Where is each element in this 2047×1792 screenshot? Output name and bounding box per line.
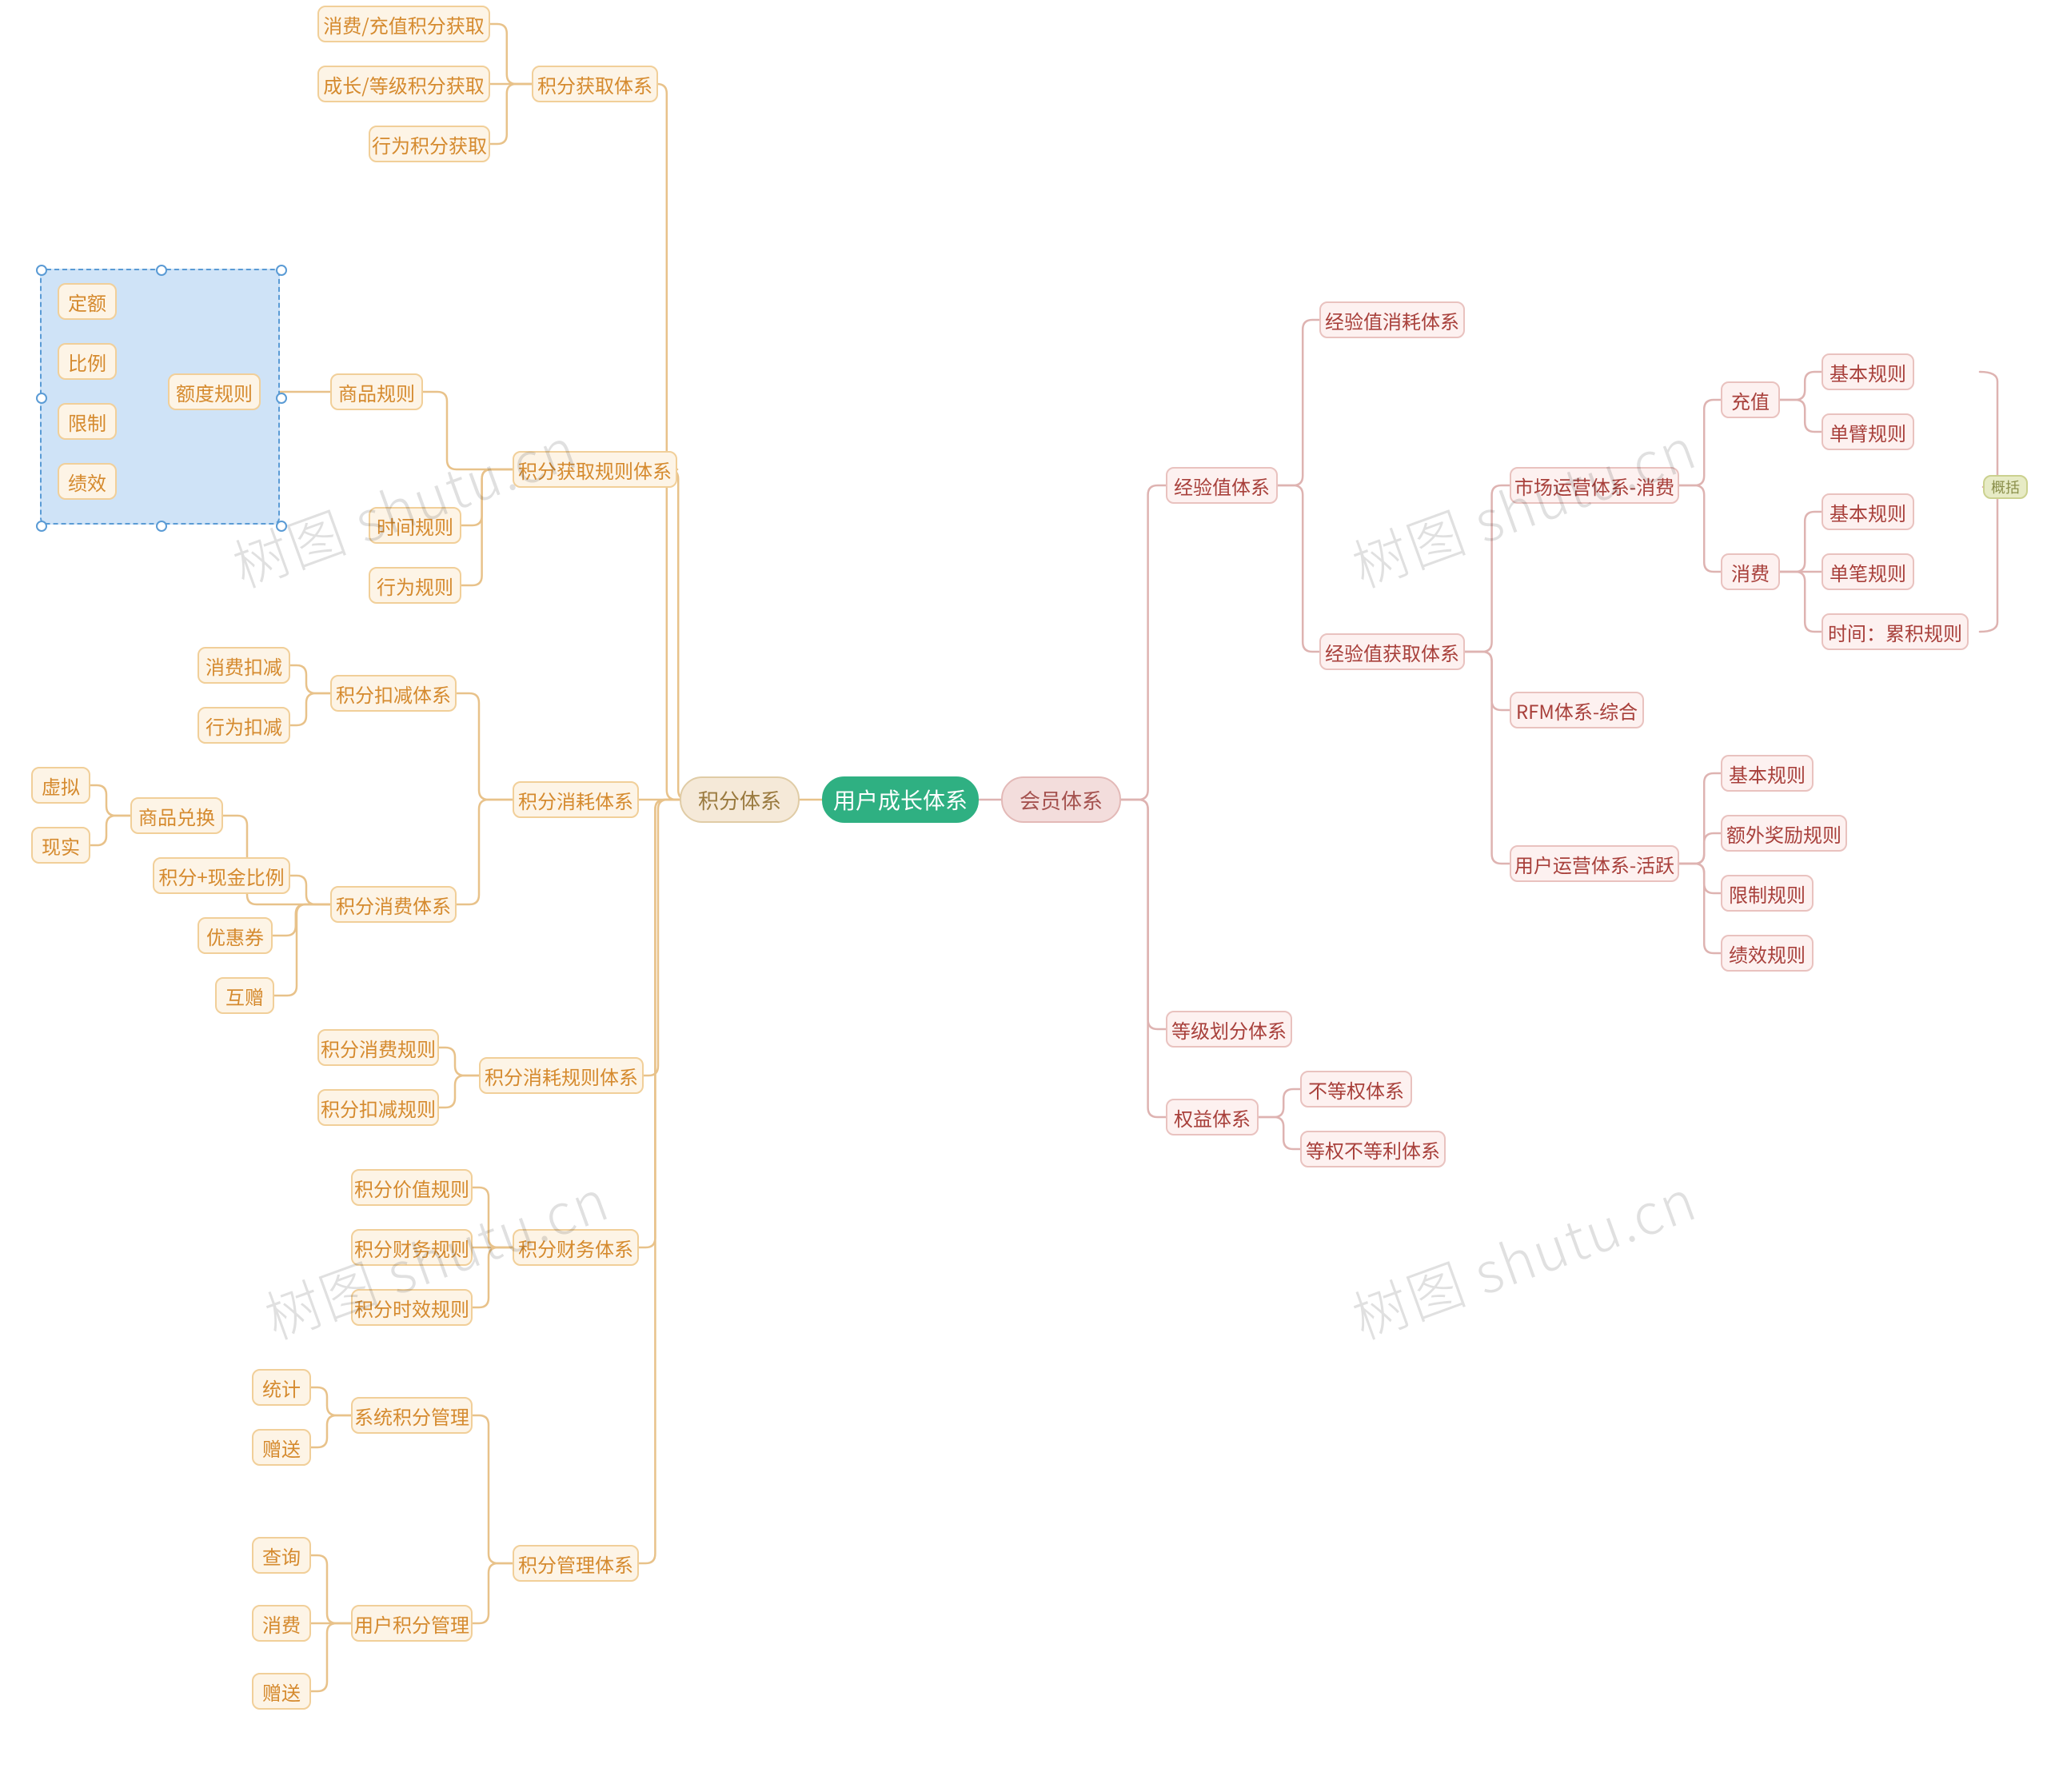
node-p_ar_goods[interactable]: 商品规则	[330, 373, 423, 410]
node-m_exp_cons[interactable]: 经验值消耗体系	[1319, 301, 1465, 338]
node-p_ar_q4[interactable]: 绩效	[58, 463, 117, 500]
node-p_ded_1[interactable]: 消费扣减	[198, 647, 290, 684]
node-p_finance[interactable]: 积分财务体系	[513, 1229, 639, 1266]
node-p_sp_goods[interactable]: 商品兑换	[130, 797, 223, 834]
node-m_r_1[interactable]: 不等权体系	[1300, 1071, 1412, 1108]
node-m_r_2[interactable]: 等权不等利体系	[1300, 1131, 1446, 1167]
node-root[interactable]: 用户成长体系	[822, 776, 979, 823]
node-p_mg_u2[interactable]: 消费	[252, 1605, 311, 1642]
node-p_sp_coup[interactable]: 优惠券	[198, 917, 273, 954]
node-p_acq_2[interactable]: 成长/等级积分获取	[317, 66, 490, 102]
node-p_cons_rule[interactable]: 积分消耗规则体系	[479, 1057, 644, 1094]
node-m_xf_1[interactable]: 基本规则	[1822, 493, 1914, 530]
node-m_exp[interactable]: 经验值体系	[1166, 467, 1278, 504]
node-m_xf_3[interactable]: 时间：累积规则	[1822, 613, 1969, 650]
node-p_mg_u3[interactable]: 赠送	[252, 1673, 311, 1710]
node-p_mg_s1[interactable]: 统计	[252, 1369, 311, 1406]
node-p_ar_time[interactable]: 时间规则	[369, 507, 461, 544]
node-p_ar_q2[interactable]: 比例	[58, 343, 117, 380]
selection-handle[interactable]	[36, 521, 47, 532]
node-p_consume[interactable]: 积分消耗体系	[513, 781, 639, 818]
selection-handle[interactable]	[156, 521, 167, 532]
node-p_sp_g2[interactable]: 现实	[31, 827, 90, 864]
node-p_cr_1[interactable]: 积分消费规则	[317, 1029, 439, 1066]
node-p_ar_q3[interactable]: 限制	[58, 403, 117, 440]
node-m_mkt[interactable]: 市场运营体系-消费	[1510, 467, 1679, 504]
watermark: 树图 shutu.cn	[1340, 1156, 1706, 1355]
node-p_ded_2[interactable]: 行为扣减	[198, 707, 290, 744]
selection-handle[interactable]	[276, 393, 287, 404]
node-p_mg_u1[interactable]: 查询	[252, 1537, 311, 1574]
node-p_sp_g1[interactable]: 虚拟	[31, 767, 90, 804]
node-p_sp_gift[interactable]: 互赠	[215, 977, 274, 1014]
node-p_mg_user[interactable]: 用户积分管理	[351, 1605, 473, 1642]
selection-handle[interactable]	[276, 521, 287, 532]
node-m_level[interactable]: 等级划分体系	[1166, 1011, 1292, 1048]
node-m_exp_acq[interactable]: 经验值获取体系	[1319, 633, 1465, 670]
node-p_cr_2[interactable]: 积分扣减规则	[317, 1089, 439, 1126]
node-p_fin_3[interactable]: 积分时效规则	[351, 1289, 473, 1326]
selection-handle[interactable]	[36, 265, 47, 276]
node-p_ar_q1[interactable]: 定额	[58, 283, 117, 320]
node-points[interactable]: 积分体系	[680, 776, 800, 823]
node-m_rights[interactable]: 权益体系	[1166, 1099, 1259, 1135]
node-m_mkt_xf[interactable]: 消费	[1721, 553, 1780, 590]
node-m_userop[interactable]: 用户运营体系-活跃	[1510, 845, 1679, 882]
node-m_uo_2[interactable]: 额外奖励规则	[1721, 815, 1847, 852]
node-p_spend[interactable]: 积分消费体系	[330, 886, 457, 923]
node-p_mg_s2[interactable]: 赠送	[252, 1429, 311, 1466]
node-p_acq_1[interactable]: 消费/充值积分获取	[317, 6, 490, 42]
node-p_deduct[interactable]: 积分扣减体系	[330, 675, 457, 712]
selection-handle[interactable]	[156, 265, 167, 276]
node-m_xf_2[interactable]: 单笔规则	[1822, 553, 1914, 590]
node-p_fin_2[interactable]: 积分财务规则	[351, 1229, 473, 1266]
watermark: 树图 shutu.cn	[1340, 405, 1706, 604]
node-p_fin_1[interactable]: 积分价值规则	[351, 1169, 473, 1206]
node-p_acquire[interactable]: 积分获取体系	[532, 66, 658, 102]
node-m_uo_1[interactable]: 基本规则	[1721, 755, 1814, 792]
node-m_rfm[interactable]: RFM体系-综合	[1510, 692, 1644, 728]
node-p_sp_cash[interactable]: 积分+现金比例	[153, 857, 290, 894]
selection-handle[interactable]	[36, 393, 47, 404]
node-m_uo_3[interactable]: 限制规则	[1721, 875, 1814, 912]
node-m_mkt_cz[interactable]: 充值	[1721, 381, 1780, 418]
node-m_cz_2[interactable]: 单臂规则	[1822, 413, 1914, 450]
mindmap-canvas[interactable]: 用户成长体系积分体系 会员体系 积分获取体系积分获取规则体系积分消耗体系积分消耗规则…	[0, 0, 2047, 1792]
node-p_manage[interactable]: 积分管理体系	[513, 1545, 639, 1582]
node-m_uo_4[interactable]: 绩效规则	[1721, 935, 1814, 972]
node-m_tag[interactable]: 概括	[1983, 475, 2028, 499]
node-p_ar_amount[interactable]: 额度规则	[168, 373, 261, 410]
node-p_mg_sys[interactable]: 系统积分管理	[351, 1397, 473, 1434]
node-p_acq_rule[interactable]: 积分获取规则体系	[513, 451, 677, 488]
node-p_ar_act[interactable]: 行为规则	[369, 567, 461, 604]
node-m_cz_1[interactable]: 基本规则	[1822, 353, 1914, 390]
node-member[interactable]: 会员体系	[1001, 776, 1121, 823]
node-p_acq_3[interactable]: 行为积分获取	[369, 126, 490, 162]
selection-handle[interactable]	[276, 265, 287, 276]
